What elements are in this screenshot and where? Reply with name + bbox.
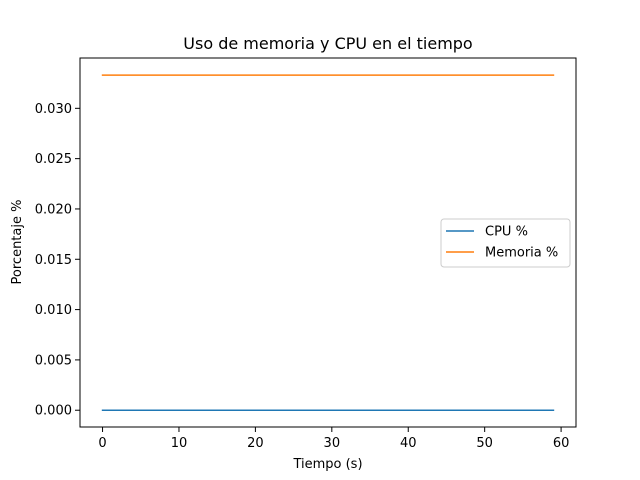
y-tick-label: 0.005 [35,353,72,368]
legend-entry-label: CPU % [485,225,528,240]
y-tick-label: 0.030 [35,102,72,117]
x-tick-label: 0 [98,436,106,451]
chart-title: Uso de memoria y CPU en el tiempo [183,34,472,53]
y-tick-label: 0.000 [35,404,72,419]
series-layer [101,74,555,411]
x-tick-label: 50 [476,436,493,451]
y-tick-label: 0.025 [35,152,72,167]
x-axis-ticks: 0 10 20 30 40 50 60 [98,427,569,451]
legend-entry-label: Memoria % [485,246,558,261]
x-tick-label: 10 [171,436,188,451]
y-tick-label: 0.020 [35,202,72,217]
y-tick-label: 0.010 [35,303,72,318]
x-tick-label: 40 [400,436,417,451]
y-tick-label: 0.015 [35,253,72,268]
x-tick-label: 30 [324,436,341,451]
x-tick-label: 20 [247,436,264,451]
x-axis-label: Tiempo (s) [292,457,362,472]
axes-frame [79,57,577,428]
y-axis-ticks: 0.000 0.005 0.010 0.015 0.020 0.025 0.030 [35,102,80,419]
legend: CPU % Memoria % [440,218,571,268]
x-tick-label: 60 [553,436,570,451]
y-axis-label: Porcentaje % [10,200,25,285]
